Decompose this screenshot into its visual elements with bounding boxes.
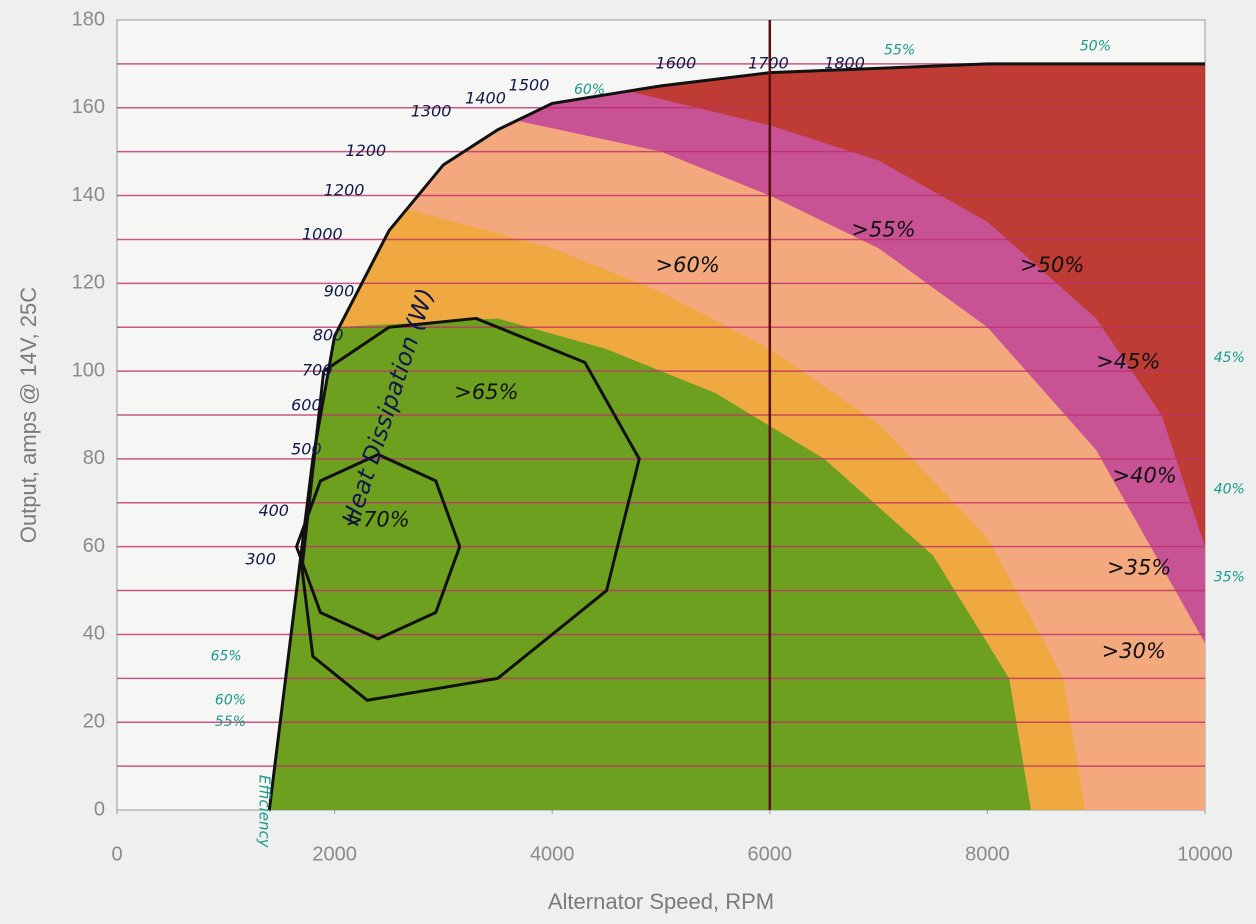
zone-label: >35% — [1107, 556, 1171, 580]
heat-label: 600 — [291, 396, 322, 415]
heat-label: 400 — [258, 501, 289, 520]
heat-label: 500 — [291, 440, 322, 459]
zone-label: >70% — [345, 507, 409, 531]
y-tick-label: 160 — [72, 96, 105, 118]
x-tick-label: 10000 — [1177, 843, 1233, 865]
heat-label: 1800 — [824, 53, 865, 72]
y-tick-label: 20 — [83, 711, 105, 733]
x-tick-label: 8000 — [965, 843, 1010, 865]
heat-label: 1600 — [656, 53, 697, 72]
heat-label: 1300 — [411, 102, 452, 121]
x-tick-label: 0 — [111, 843, 122, 865]
zone-label: >45% — [1096, 349, 1160, 373]
zone-label: >55% — [851, 218, 915, 242]
y-tick-label: 40 — [83, 623, 105, 645]
x-tick-label: 2000 — [312, 843, 357, 865]
heat-label: 700 — [302, 361, 333, 380]
y-tick-label: 100 — [72, 359, 105, 381]
y-tick-label: 0 — [94, 798, 105, 820]
zone-label: >30% — [1102, 639, 1166, 663]
efficiency-label: 65% — [211, 648, 242, 664]
efficiency-label: 40% — [1214, 482, 1245, 498]
y-tick-label: 140 — [72, 184, 105, 206]
annotation: Efficiency — [255, 775, 273, 849]
y-tick-label: 120 — [72, 272, 105, 294]
chart: Alternator Speed, RPM Output, amps @ 14V… — [0, 0, 1256, 924]
heat-label: 1400 — [465, 89, 506, 108]
heat-label: 300 — [245, 549, 276, 568]
heat-label: 1700 — [748, 53, 789, 72]
x-axis-label: Alternator Speed, RPM — [548, 889, 774, 914]
y-tick-label: 80 — [83, 447, 105, 469]
x-tick-label: 6000 — [748, 843, 793, 865]
y-tick-label: 180 — [72, 8, 105, 30]
heat-label: 1000 — [302, 225, 343, 244]
efficiency-label: 55% — [215, 714, 246, 730]
y-tick-label: 60 — [83, 535, 105, 557]
x-tick-label: 4000 — [530, 843, 575, 865]
heat-label: 900 — [324, 282, 355, 301]
zone-label: >65% — [454, 380, 518, 404]
efficiency-label: 60% — [574, 82, 605, 98]
y-axis-label: Output, amps @ 14V, 25C — [16, 287, 41, 543]
efficiency-label: 50% — [1080, 38, 1111, 54]
zone-label: >40% — [1113, 463, 1177, 487]
efficiency-label: 55% — [884, 43, 915, 59]
zone-label: >50% — [1020, 253, 1084, 277]
heat-label: 1200 — [345, 141, 386, 160]
heat-label: 1500 — [509, 75, 550, 94]
heat-label: 800 — [313, 326, 344, 345]
heat-label: 1200 — [324, 181, 365, 200]
efficiency-label: 35% — [1214, 569, 1245, 585]
efficiency-label: 45% — [1214, 350, 1245, 366]
zone-label: >60% — [656, 253, 720, 277]
efficiency-label: 60% — [215, 692, 246, 708]
